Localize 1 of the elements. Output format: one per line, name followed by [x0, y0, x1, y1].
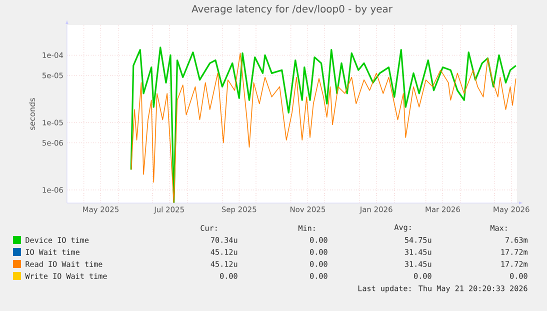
- chart-title: Average latency for /dev/loop0 - by year: [192, 4, 392, 15]
